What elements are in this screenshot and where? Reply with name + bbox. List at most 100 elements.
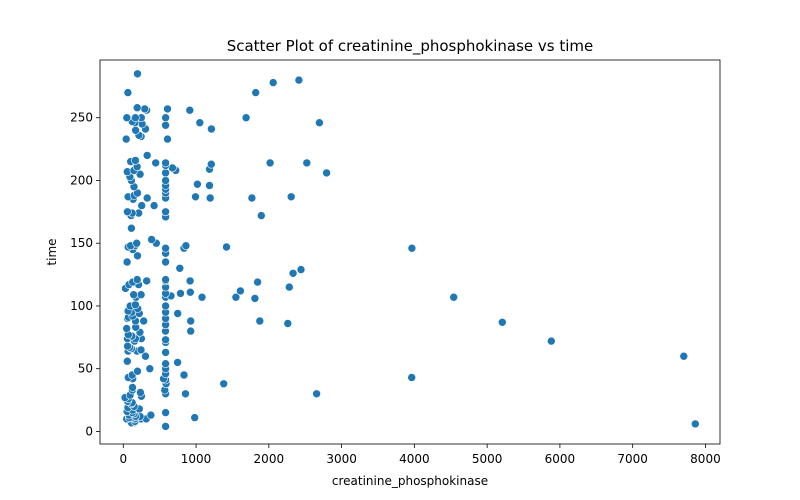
data-point xyxy=(161,176,170,185)
data-point xyxy=(283,319,293,328)
data-point xyxy=(127,223,136,233)
data-point xyxy=(146,410,156,420)
plot-frame xyxy=(99,59,721,445)
data-point xyxy=(161,348,170,357)
data-point xyxy=(121,134,131,144)
x-tick-label: 7000 xyxy=(617,452,648,466)
data-point xyxy=(286,192,296,202)
data-point xyxy=(161,168,170,178)
data-point xyxy=(123,88,133,97)
y-axis-label: time xyxy=(45,238,59,265)
data-point xyxy=(161,113,170,122)
data-point xyxy=(161,359,170,369)
data-point xyxy=(133,366,142,376)
data-point xyxy=(302,158,312,168)
data-point xyxy=(147,235,156,244)
data-point xyxy=(123,207,132,217)
data-point xyxy=(222,242,231,252)
data-point xyxy=(288,268,298,278)
data-point xyxy=(122,113,132,122)
data-point xyxy=(173,358,182,367)
x-tick-label: 5000 xyxy=(472,452,503,466)
data-point xyxy=(161,422,170,431)
data-point xyxy=(133,69,142,79)
data-point xyxy=(142,151,152,160)
data-point xyxy=(140,104,149,114)
data-point xyxy=(135,169,145,179)
data-point xyxy=(161,301,170,311)
x-tick-label: 1000 xyxy=(181,452,212,466)
data-point xyxy=(131,156,140,165)
data-point xyxy=(205,193,215,203)
data-point xyxy=(176,289,185,298)
data-point xyxy=(149,201,159,210)
data-point xyxy=(250,294,260,303)
data-point xyxy=(161,275,170,284)
data-point xyxy=(197,292,207,302)
data-point xyxy=(449,292,459,302)
data-point xyxy=(123,341,132,351)
data-point xyxy=(142,193,152,203)
data-point xyxy=(236,286,245,296)
x-axis-ticks: 0 1000 2000 3000 4000 5000 6000 7000 8000 xyxy=(119,444,721,466)
data-point xyxy=(205,181,214,190)
x-tick-label: 4000 xyxy=(399,452,430,466)
data-point xyxy=(407,243,417,253)
data-point xyxy=(175,263,185,273)
data-point xyxy=(122,324,131,333)
y-axis-ticks: 0 50 100 150 200 250 xyxy=(70,111,100,438)
data-point xyxy=(193,179,202,189)
data-point xyxy=(247,193,257,203)
data-point xyxy=(219,379,228,389)
data-point xyxy=(195,118,205,127)
data-point xyxy=(294,75,304,85)
data-point xyxy=(161,257,170,267)
data-point xyxy=(312,389,321,399)
data-point xyxy=(207,159,216,169)
data-point xyxy=(161,335,170,345)
data-point xyxy=(284,282,294,292)
data-point xyxy=(141,351,150,361)
data-point xyxy=(255,316,265,326)
data-point xyxy=(185,105,195,115)
data-point xyxy=(139,316,148,326)
data-point xyxy=(322,168,331,178)
data-point xyxy=(131,300,140,310)
x-axis-label: creatinine_phosphokinase xyxy=(332,474,488,488)
data-point xyxy=(145,364,155,374)
data-point xyxy=(265,158,275,168)
data-point xyxy=(163,104,172,114)
data-point xyxy=(186,316,195,326)
data-point xyxy=(253,277,262,287)
x-tick-label: 2000 xyxy=(254,452,285,466)
y-tick-label: 200 xyxy=(70,173,93,187)
x-tick-label: 3000 xyxy=(326,452,357,466)
x-tick-label: 8000 xyxy=(690,452,721,466)
data-point xyxy=(185,276,195,286)
data-point xyxy=(546,336,556,346)
data-point xyxy=(161,121,170,130)
data-point xyxy=(497,317,507,327)
data-point xyxy=(151,158,160,168)
y-tick-label: 0 xyxy=(85,424,93,438)
data-point xyxy=(161,243,170,253)
data-point xyxy=(407,373,417,382)
data-point xyxy=(131,113,140,122)
data-point xyxy=(123,356,132,366)
data-point xyxy=(179,370,189,380)
data-point xyxy=(132,103,142,112)
data-point xyxy=(173,309,182,318)
data-point xyxy=(122,257,132,267)
data-point xyxy=(679,351,689,361)
data-point xyxy=(256,211,266,220)
x-tick-label: 6000 xyxy=(545,452,576,466)
data-point xyxy=(315,118,324,127)
data-point xyxy=(268,78,278,87)
data-point xyxy=(136,345,146,355)
data-point xyxy=(131,126,140,135)
data-point xyxy=(181,241,191,250)
data-point xyxy=(690,419,700,429)
data-point xyxy=(296,265,306,274)
